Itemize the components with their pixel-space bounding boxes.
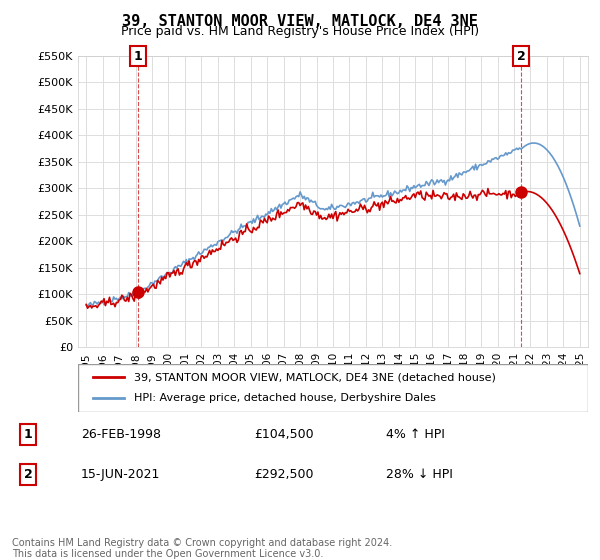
Text: 15-JUN-2021: 15-JUN-2021 [81,468,160,481]
Text: HPI: Average price, detached house, Derbyshire Dales: HPI: Average price, detached house, Derb… [134,393,436,403]
Text: 26-FEB-1998: 26-FEB-1998 [81,428,161,441]
Text: 1: 1 [23,428,32,441]
Text: 28% ↓ HPI: 28% ↓ HPI [386,468,453,481]
Text: Price paid vs. HM Land Registry's House Price Index (HPI): Price paid vs. HM Land Registry's House … [121,25,479,38]
Text: 1: 1 [134,49,142,63]
Text: 2: 2 [23,468,32,481]
Text: 4% ↑ HPI: 4% ↑ HPI [386,428,445,441]
FancyBboxPatch shape [78,364,588,412]
Text: 39, STANTON MOOR VIEW, MATLOCK, DE4 3NE (detached house): 39, STANTON MOOR VIEW, MATLOCK, DE4 3NE … [134,372,496,382]
Text: £292,500: £292,500 [254,468,313,481]
Text: Contains HM Land Registry data © Crown copyright and database right 2024.
This d: Contains HM Land Registry data © Crown c… [12,538,392,559]
Text: £104,500: £104,500 [254,428,314,441]
Text: 39, STANTON MOOR VIEW, MATLOCK, DE4 3NE: 39, STANTON MOOR VIEW, MATLOCK, DE4 3NE [122,14,478,29]
Text: 2: 2 [517,49,526,63]
